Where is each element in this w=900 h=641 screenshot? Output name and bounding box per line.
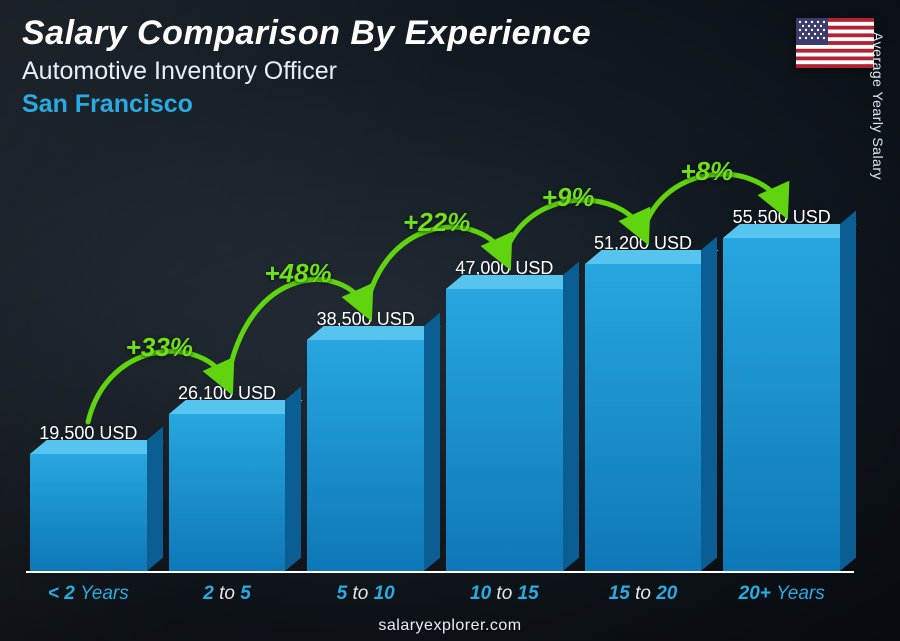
bar-group: 19,500 USD (30, 423, 147, 571)
chart-canvas: Salary Comparison By Experience Automoti… (0, 0, 900, 641)
footer-attribution: salaryexplorer.com (0, 617, 900, 635)
header: Salary Comparison By Experience Automoti… (22, 14, 878, 119)
bar (307, 340, 424, 571)
bar (30, 454, 147, 571)
category-label: 15 to 20 (585, 583, 702, 605)
bar (723, 238, 840, 571)
category-label: 2 to 5 (169, 583, 286, 605)
bar-group: 51,200 USD (585, 233, 702, 571)
bar (585, 264, 702, 571)
bar (446, 289, 563, 571)
chart-location: San Francisco (22, 90, 878, 119)
category-label: 20+ Years (723, 583, 840, 605)
y-axis-label: Average Yearly Salary (870, 32, 886, 180)
category-label: < 2 Years (30, 583, 147, 605)
growth-label: +33% (126, 332, 193, 363)
growth-label: +9% (542, 182, 595, 213)
bar-group: 55,500 USD (723, 207, 840, 571)
category-axis: < 2 Years 2 to 5 5 to 10 10 to 15 15 to 20 20… (30, 583, 840, 605)
bar-group: 38,500 USD (307, 309, 424, 571)
bar (169, 414, 286, 571)
growth-label: +22% (403, 207, 470, 238)
growth-label: +8% (680, 156, 733, 187)
chart-subtitle: Automotive Inventory Officer (22, 57, 878, 86)
category-label: 10 to 15 (446, 583, 563, 605)
chart-baseline (26, 571, 854, 573)
growth-label: +48% (264, 258, 331, 289)
category-label: 5 to 10 (307, 583, 424, 605)
usa-flag-icon (796, 18, 874, 68)
chart-title: Salary Comparison By Experience (22, 14, 878, 53)
bar-group: 47,000 USD (446, 258, 563, 571)
bar-group: 26,100 USD (169, 383, 286, 571)
